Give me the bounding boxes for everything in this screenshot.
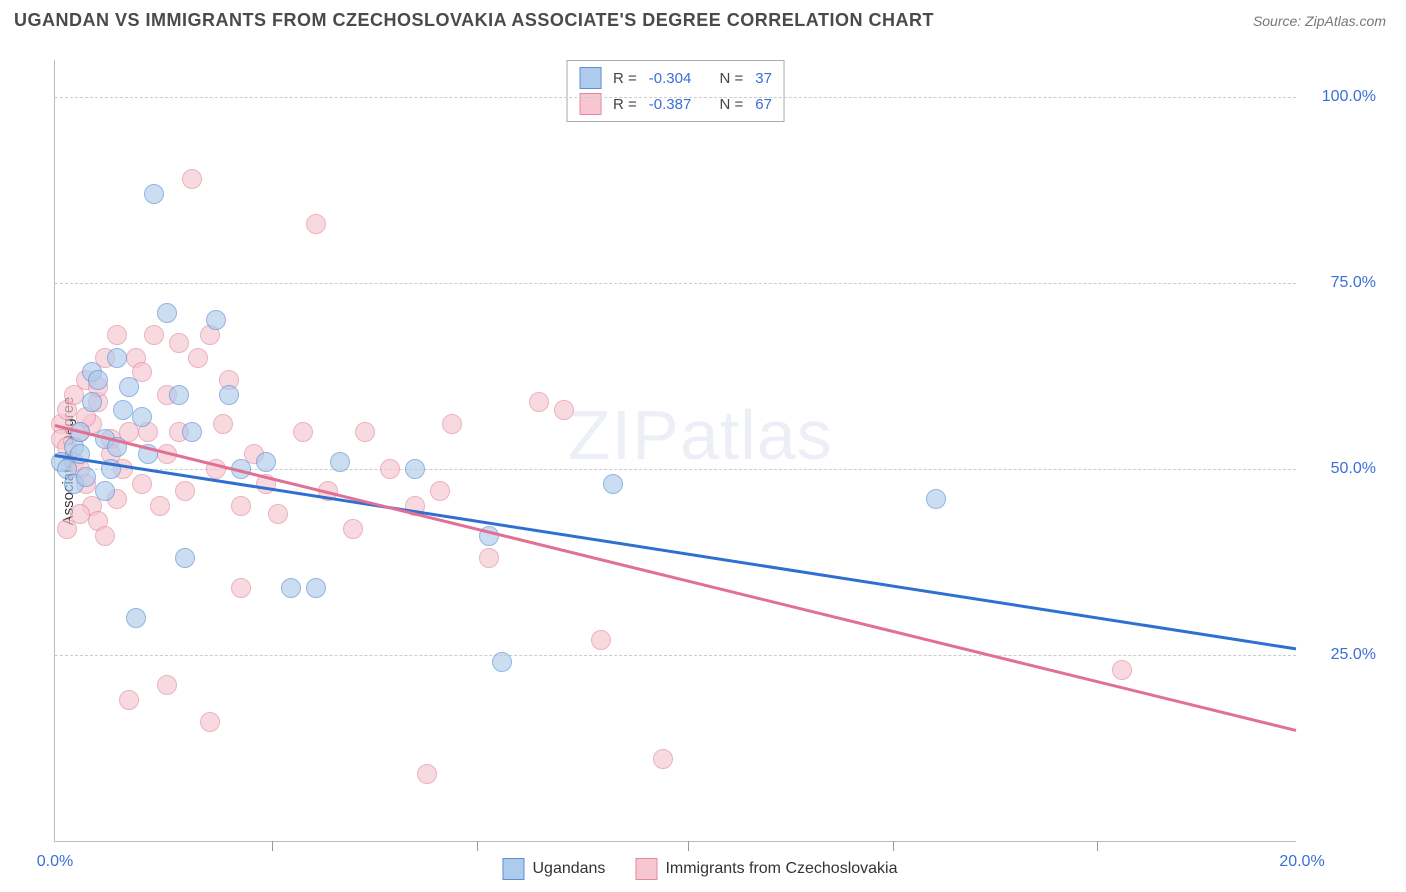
xtick-label: 0.0% (37, 853, 73, 871)
xtick-label: 20.0% (1279, 853, 1324, 871)
gridline (55, 97, 1296, 98)
ytick-label: 50.0% (1306, 460, 1376, 478)
xtick-minor (272, 841, 273, 851)
scatter-point (200, 712, 220, 732)
trendline (55, 454, 1296, 650)
scatter-point (591, 630, 611, 650)
scatter-point (82, 392, 102, 412)
n-label-1: N = (720, 70, 744, 87)
stats-row-1: R = -0.304 N = 37 (579, 65, 772, 91)
scatter-point (76, 467, 96, 487)
scatter-point (405, 459, 425, 479)
watermark-zip: ZIP (568, 396, 680, 474)
scatter-point (126, 608, 146, 628)
ytick-label: 100.0% (1306, 88, 1376, 106)
scatter-point (182, 169, 202, 189)
scatter-point (95, 526, 115, 546)
scatter-point (268, 504, 288, 524)
scatter-point (653, 749, 673, 769)
scatter-point (206, 310, 226, 330)
scatter-point (107, 325, 127, 345)
legend-item-ugandans: Ugandans (502, 858, 605, 880)
swatch-pink (635, 858, 657, 880)
scatter-point (182, 422, 202, 442)
scatter-point (175, 481, 195, 501)
xtick-minor (477, 841, 478, 851)
scatter-point (442, 414, 462, 434)
chart-title: UGANDAN VS IMMIGRANTS FROM CZECHOSLOVAKI… (14, 10, 934, 31)
legend-item-czech: Immigrants from Czechoslovakia (635, 858, 897, 880)
watermark: ZIPatlas (568, 395, 833, 475)
scatter-point (330, 452, 350, 472)
n-value-1: 37 (755, 70, 772, 87)
scatter-point (213, 414, 233, 434)
legend: Ugandans Immigrants from Czechoslovakia (502, 858, 897, 880)
scatter-point (603, 474, 623, 494)
watermark-atlas: atlas (680, 396, 833, 474)
scatter-point (343, 519, 363, 539)
scatter-point (529, 392, 549, 412)
stats-box: R = -0.304 N = 37 R = -0.387 N = 67 (566, 60, 785, 122)
scatter-point (219, 385, 239, 405)
scatter-point (144, 184, 164, 204)
legend-label-2: Immigrants from Czechoslovakia (665, 860, 897, 878)
scatter-point (157, 303, 177, 323)
scatter-point (132, 474, 152, 494)
chart-wrapper: Associate's Degree ZIPatlas R = -0.304 N… (14, 40, 1386, 882)
ytick-label: 25.0% (1306, 646, 1376, 664)
scatter-point (1112, 660, 1132, 680)
scatter-point (150, 496, 170, 516)
source-attribution: Source: ZipAtlas.com (1253, 13, 1386, 29)
scatter-point (119, 377, 139, 397)
scatter-point (926, 489, 946, 509)
scatter-point (70, 504, 90, 524)
scatter-point (306, 578, 326, 598)
ytick-label: 75.0% (1306, 274, 1376, 292)
scatter-point (169, 385, 189, 405)
gridline (55, 655, 1296, 656)
scatter-point (231, 578, 251, 598)
stats-row-2: R = -0.387 N = 67 (579, 91, 772, 117)
scatter-point (355, 422, 375, 442)
scatter-point (231, 496, 251, 516)
swatch-blue (502, 858, 524, 880)
legend-label-1: Ugandans (532, 860, 605, 878)
scatter-point (88, 370, 108, 390)
xtick-minor (893, 841, 894, 851)
plot-area: ZIPatlas R = -0.304 N = 37 R = -0.387 N … (54, 60, 1296, 842)
scatter-point (175, 548, 195, 568)
scatter-point (157, 675, 177, 695)
scatter-point (95, 481, 115, 501)
scatter-point (417, 764, 437, 784)
r-label-1: R = (613, 70, 637, 87)
scatter-point (119, 690, 139, 710)
gridline (55, 283, 1296, 284)
scatter-point (113, 400, 133, 420)
scatter-point (306, 214, 326, 234)
scatter-point (293, 422, 313, 442)
scatter-point (144, 325, 164, 345)
scatter-point (188, 348, 208, 368)
scatter-point (107, 348, 127, 368)
scatter-point (380, 459, 400, 479)
scatter-point (430, 481, 450, 501)
scatter-point (479, 548, 499, 568)
scatter-point (256, 452, 276, 472)
scatter-point (281, 578, 301, 598)
swatch-blue (579, 67, 601, 89)
scatter-point (169, 333, 189, 353)
xtick-minor (1097, 841, 1098, 851)
r-value-1: -0.304 (649, 70, 692, 87)
scatter-point (554, 400, 574, 420)
scatter-point (132, 407, 152, 427)
scatter-point (492, 652, 512, 672)
xtick-minor (688, 841, 689, 851)
